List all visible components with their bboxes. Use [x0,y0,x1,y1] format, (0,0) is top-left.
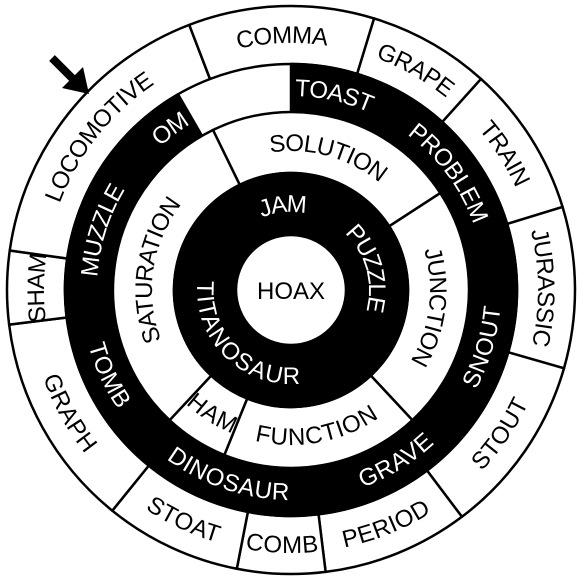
center-cell: HOAX [234,233,348,347]
segment-word: JAM [255,190,307,223]
segment-comb: COMB [235,510,327,576]
segment-sham: SHAM [5,249,69,326]
segment-word: COMMA [234,21,330,54]
center-circle [234,233,348,347]
segment-comma: COMMA [187,4,376,81]
segment-function: FUNCTION [223,374,414,470]
segment-cell [187,4,376,81]
center-word: HOAX [257,278,325,305]
arrow-icon [49,55,89,94]
segment-ham: HAM [168,374,249,457]
segment-word: SHAM [22,252,52,324]
segment-junction: JUNCTION [369,191,471,422]
